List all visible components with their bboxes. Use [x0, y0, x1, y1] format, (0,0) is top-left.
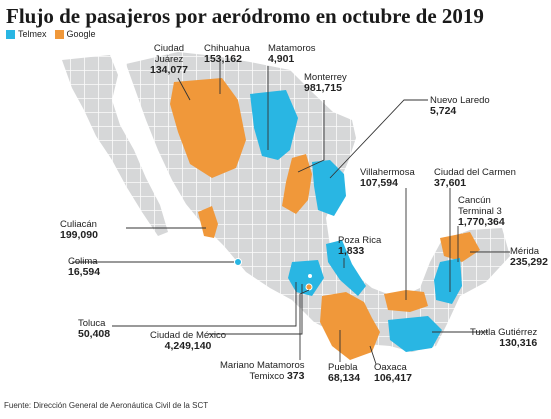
- airport-label-tuxtla: Tuxtla Gutiérrez 130,316: [470, 327, 537, 349]
- region-tuxtla: [388, 316, 442, 352]
- airport-value: 106,417: [374, 372, 412, 384]
- airport-value: 199,090: [60, 229, 98, 241]
- airport-label-monterrey: Monterrey 981,715: [304, 72, 347, 94]
- airport-label-puebla: Puebla 68,134: [328, 362, 360, 384]
- airport-label-temixco: Mariano Matamoros Temixco 373: [220, 360, 304, 382]
- airport-temixco-dot: [305, 283, 313, 291]
- airport-name: Villahermosa: [360, 167, 415, 178]
- airport-name: Mérida: [510, 246, 540, 257]
- region-matamoros: [250, 90, 298, 160]
- airport-value: 5,724: [430, 105, 457, 117]
- airport-label-ciudad-del-carmen: Ciudad del Carmen 37,601: [434, 167, 516, 189]
- google-swatch: [54, 29, 64, 39]
- airport-name: Culiacán: [60, 219, 97, 230]
- airport-name: Toluca: [78, 318, 106, 329]
- airport-name: Matamoros: [268, 43, 316, 54]
- airport-value: 981,715: [304, 82, 342, 94]
- airport-value: 373: [286, 370, 305, 382]
- airport-value: 1,770,364: [458, 216, 505, 228]
- airport-name: Ciudad de México: [150, 330, 227, 341]
- airport-name: Mariano Matamoros Temixco 373: [220, 360, 305, 382]
- airport-label-matamoros: Matamoros 4,901: [268, 43, 316, 65]
- airport-value: 4,249,140: [164, 340, 212, 352]
- airport-label-merida: Mérida 235,292: [510, 246, 548, 268]
- airport-name: Poza Rica: [338, 235, 382, 246]
- airport-name: Oaxaca: [374, 362, 407, 373]
- airport-label-cancun: Cancún Terminal 3 1,770,364: [458, 195, 505, 228]
- airport-label-oaxaca: Oaxaca 106,417: [374, 362, 412, 384]
- airport-name: Cancún Terminal 3: [458, 195, 502, 217]
- airport-value: 68,134: [328, 372, 361, 384]
- source-note: Fuente: Dirección General de Aeronáutica…: [4, 401, 209, 410]
- region-central: [288, 260, 324, 296]
- airport-label-culiacan: Culiacán 199,090: [60, 219, 98, 241]
- airport-label-ciudad-de-mexico: Ciudad de México 4,249,140: [150, 330, 226, 352]
- telmex-swatch: [6, 29, 15, 39]
- legend-label-google: Google: [66, 29, 96, 39]
- legend: Telmex Google: [6, 29, 96, 39]
- airport-value: 107,594: [360, 177, 398, 189]
- airport-label-nuevo-laredo: Nuevo Laredo 5,724: [430, 95, 490, 117]
- airport-value: 130,316: [499, 337, 538, 349]
- airport-name: Ciudad Juárez: [153, 43, 185, 65]
- airport-name: Tuxtla Gutiérrez: [470, 327, 538, 338]
- airport-value: 1,833: [338, 245, 365, 257]
- legend-item-google: Google: [54, 29, 96, 39]
- region-poza-rica: [326, 240, 366, 296]
- airport-value: 4,901: [268, 53, 295, 65]
- airport-value: 37,601: [434, 177, 467, 189]
- region-puebla-oaxaca: [320, 292, 380, 360]
- region-villahermosa: [384, 290, 428, 312]
- region-culiacan: [198, 206, 218, 238]
- airport-name: Colima: [68, 256, 98, 267]
- airport-name: Puebla: [328, 362, 358, 373]
- airport-value: 153,162: [204, 53, 242, 65]
- airport-name: Ciudad del Carmen: [434, 167, 516, 178]
- legend-label-telmex: Telmex: [18, 29, 47, 39]
- airport-label-villahermosa: Villahermosa 107,594: [360, 167, 415, 189]
- page-title: Flujo de pasajeros por aeródromo en octu…: [6, 4, 484, 28]
- airport-label-toluca: Toluca 50,408: [78, 318, 110, 340]
- airport-name: Monterrey: [304, 72, 347, 83]
- region-nuevo-laredo: [312, 160, 346, 216]
- airport-value: 235,292: [510, 256, 548, 268]
- region-chihuahua-juarez: [170, 78, 246, 178]
- airport-name: Nuevo Laredo: [430, 95, 490, 106]
- airport-value: 16,594: [68, 266, 101, 278]
- leader-lines: [72, 62, 510, 365]
- airport-cdmx-dot: [308, 274, 312, 278]
- airport-colima-dot: [234, 258, 242, 266]
- airport-label-ciudad-juarez: Ciudad Juárez 134,077: [150, 43, 188, 76]
- airport-value: 134,077: [150, 64, 188, 76]
- airport-label-colima: Colima 16,594: [68, 256, 100, 278]
- airport-label-chihuahua: Chihuahua 153,162: [204, 43, 250, 65]
- airport-value: 50,408: [78, 328, 111, 340]
- airport-label-poza-rica: Poza Rica 1,833: [338, 235, 381, 257]
- airport-name: Chihuahua: [204, 43, 250, 54]
- legend-item-telmex: Telmex: [6, 29, 47, 39]
- region-carmen-cancun: [434, 258, 462, 304]
